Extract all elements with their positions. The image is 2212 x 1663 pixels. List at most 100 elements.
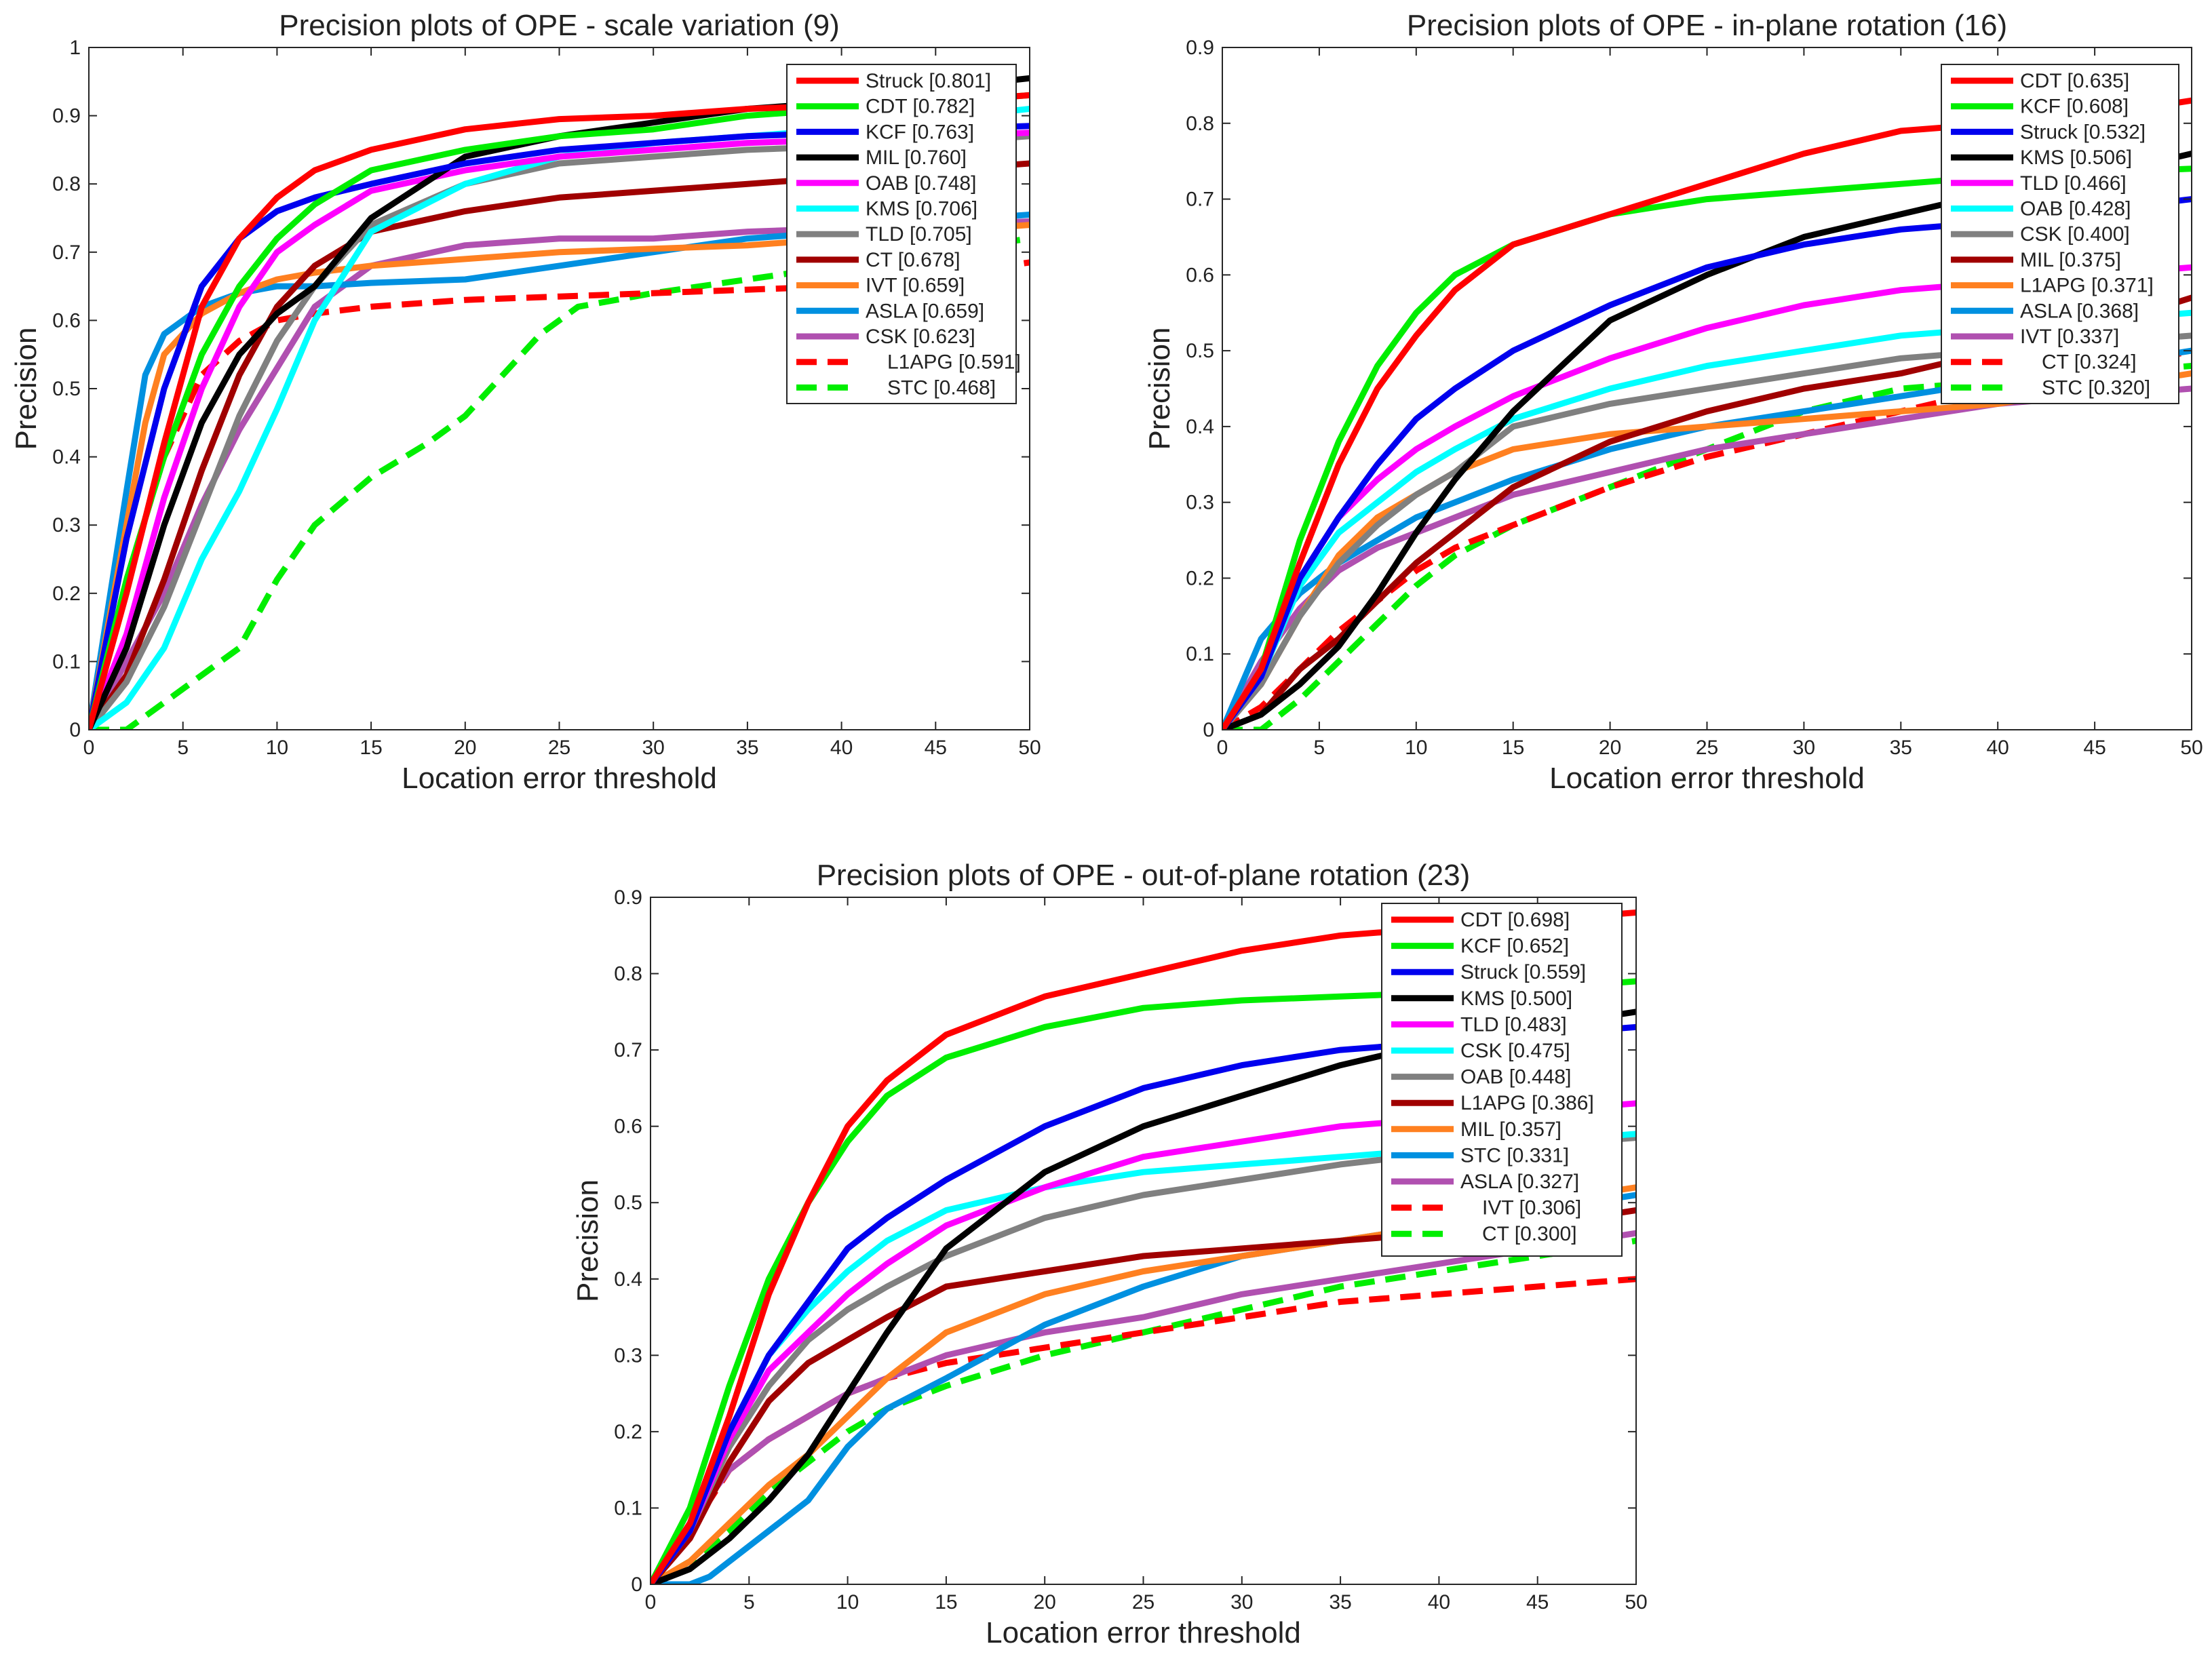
x-tick-label: 20 [1599, 737, 1621, 759]
y-axis-label: Precision [571, 1179, 604, 1302]
y-tick-label: 0.7 [1186, 189, 1214, 211]
y-tick-label: 0.5 [614, 1192, 642, 1214]
legend-label: CT [0.678] [866, 249, 961, 271]
chart-title: Precision plots of OPE - in-plane rotati… [1407, 9, 2007, 42]
x-axis-label: Location error threshold [1549, 762, 1865, 795]
legend-label: Struck [0.532] [2020, 121, 2146, 143]
y-tick-label: 0.7 [52, 241, 81, 264]
legend-label: IVT [0.659] [866, 275, 965, 297]
legend-label: MIL [0.760] [866, 146, 967, 169]
x-tick-label: 50 [2180, 737, 2203, 759]
y-tick-label: 0.1 [1186, 643, 1214, 665]
x-tick-label: 50 [1018, 737, 1041, 759]
legend-label: L1APG [0.591] [887, 351, 1021, 374]
legend-label: CDT [0.635] [2020, 70, 2129, 92]
x-tick-label: 25 [1696, 737, 1718, 759]
legend-label: TLD [0.705] [866, 223, 972, 246]
x-axis-label: Location error threshold [402, 762, 717, 795]
series-line-ct [651, 1238, 1636, 1584]
y-tick-label: 0.6 [52, 309, 81, 332]
y-tick-label: 0.2 [614, 1421, 642, 1443]
y-tick-label: 0.7 [614, 1039, 642, 1061]
y-tick-label: 0.8 [52, 173, 81, 195]
x-tick-label: 5 [743, 1591, 755, 1613]
x-tick-label: 40 [1428, 1591, 1450, 1613]
y-tick-label: 0.4 [1186, 416, 1214, 438]
legend-label: CDT [0.782] [866, 96, 975, 118]
x-tick-label: 5 [1314, 737, 1325, 759]
legend-label: CT [0.300] [1482, 1223, 1577, 1245]
y-tick-label: 0.8 [614, 963, 642, 985]
x-tick-label: 0 [1217, 737, 1228, 759]
legend-label: Struck [0.559] [1460, 961, 1586, 983]
legend-label: CDT [0.698] [1460, 909, 1570, 931]
x-tick-label: 15 [1502, 737, 1524, 759]
x-tick-label: 30 [1230, 1591, 1253, 1613]
x-axis-label: Location error threshold [986, 1616, 1301, 1649]
legend-label: OAB [0.748] [866, 172, 976, 195]
legend-label: CSK [0.623] [866, 326, 975, 348]
legend-label: KCF [0.763] [866, 121, 974, 143]
y-axis-label: Precision [1143, 328, 1176, 450]
x-tick-label: 40 [830, 737, 853, 759]
y-tick-label: 1 [69, 37, 81, 59]
legend: CDT [0.635] KCF [0.608] Struck [0.532] KMS … [1941, 64, 2179, 404]
legend-label: KMS [0.706] [866, 198, 977, 220]
x-tick-label: 30 [1793, 737, 1815, 759]
y-tick-label: 0.2 [52, 583, 81, 605]
series-line-asla [651, 1230, 1636, 1584]
legend-label: L1APG [0.371] [2020, 275, 2154, 297]
chart-out-of-plane-rotation: Precision plots of OPE - out-of-plane ro… [571, 859, 1648, 1649]
x-tick-label: 40 [1987, 737, 2009, 759]
legend-label: STC [0.468] [887, 376, 996, 399]
x-tick-label: 45 [2083, 737, 2106, 759]
series-line-ivt [651, 1276, 1636, 1584]
y-tick-label: 0.1 [52, 650, 81, 673]
legend: Struck [0.801] CDT [0.782] KCF [0.763] MIL … [786, 64, 1021, 404]
legend-label: Struck [0.801] [866, 70, 991, 92]
legend-label: STC [0.331] [1460, 1144, 1569, 1167]
y-tick-label: 0 [1203, 719, 1214, 741]
y-tick-label: 0.3 [614, 1344, 642, 1367]
y-tick-label: 0 [631, 1573, 642, 1596]
x-tick-label: 35 [1890, 737, 1912, 759]
legend-label: CSK [0.400] [2020, 223, 2130, 246]
legend-label: KMS [0.506] [2020, 146, 2132, 169]
legend-label: CT [0.324] [2042, 351, 2137, 374]
y-tick-label: 0.4 [52, 446, 81, 469]
x-tick-label: 5 [177, 737, 189, 759]
chart-title: Precision plots of OPE - scale variation… [279, 9, 840, 42]
y-tick-label: 0.5 [1186, 340, 1214, 362]
y-tick-label: 0.6 [614, 1116, 642, 1138]
x-tick-label: 10 [1405, 737, 1427, 759]
legend-label: STC [0.320] [2042, 376, 2150, 399]
legend-label: TLD [0.483] [1460, 1013, 1567, 1036]
legend-label: OAB [0.428] [2020, 198, 2131, 220]
y-tick-label: 0.9 [1186, 37, 1214, 59]
legend-label: L1APG [0.386] [1460, 1092, 1594, 1114]
legend-label: TLD [0.466] [2020, 172, 2127, 195]
legend: CDT [0.698] KCF [0.652] Struck [0.559] KMS … [1381, 903, 1623, 1257]
y-axis-label: Precision [9, 328, 43, 450]
y-tick-label: 0.9 [614, 886, 642, 909]
x-tick-label: 30 [642, 737, 665, 759]
legend-label: ASLA [0.327] [1460, 1171, 1579, 1193]
x-tick-label: 0 [645, 1591, 657, 1613]
chart-scale-variation: Precision plots of OPE - scale variation… [9, 9, 1041, 795]
x-tick-label: 0 [83, 737, 95, 759]
y-tick-label: 0.8 [1186, 113, 1214, 135]
x-tick-label: 15 [935, 1591, 957, 1613]
chart-title: Precision plots of OPE - out-of-plane ro… [817, 859, 1471, 892]
y-tick-label: 0.4 [614, 1268, 642, 1291]
legend-label: MIL [0.357] [1460, 1118, 1561, 1141]
chart-in-plane-rotation: Precision plots of OPE - in-plane rotati… [1143, 9, 2203, 795]
legend-label: KMS [0.500] [1460, 987, 1572, 1010]
x-tick-label: 20 [454, 737, 476, 759]
legend-label: CSK [0.475] [1460, 1040, 1570, 1062]
legend-label: MIL [0.375] [2020, 249, 2121, 271]
legend-label: ASLA [0.368] [2020, 300, 2139, 322]
x-tick-label: 35 [736, 737, 758, 759]
x-tick-label: 35 [1329, 1591, 1351, 1613]
x-tick-label: 20 [1034, 1591, 1056, 1613]
